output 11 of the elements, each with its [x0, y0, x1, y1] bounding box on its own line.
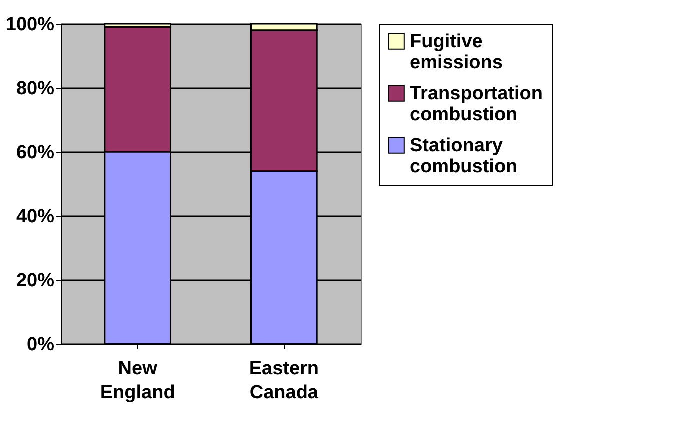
y-tick-label: 80%	[16, 78, 55, 100]
y-tick-label: 40%	[16, 206, 55, 228]
y-tick-label: 20%	[16, 270, 55, 292]
y-tick-label: 0%	[27, 334, 55, 356]
legend-label: Transportation combustion	[410, 84, 544, 126]
legend-label: Stationary combustion	[410, 136, 518, 178]
legend-label: Fugitive emissions	[410, 32, 503, 74]
y-tick-label: 100%	[6, 14, 55, 36]
x-tick-label: New England	[100, 358, 176, 404]
y-tick-label: 60%	[16, 142, 55, 164]
x-tick-label: Eastern Canada	[249, 358, 320, 404]
